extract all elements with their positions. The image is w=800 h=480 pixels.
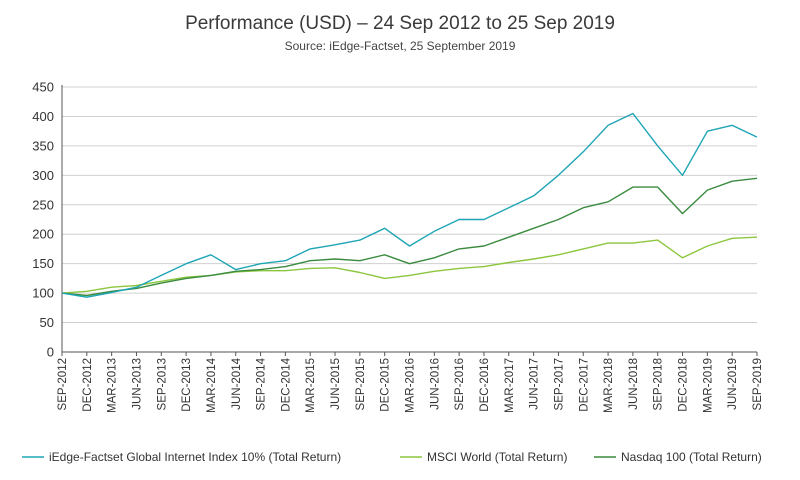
y-tick-label: 100	[32, 286, 54, 301]
x-tick-label: JUN-2014	[231, 357, 243, 409]
legend: iEdge-Factset Global Internet Index 10% …	[22, 450, 762, 464]
x-tick-label: DEC-2018	[678, 358, 690, 412]
x-tick-label: MAR-2019	[702, 358, 714, 413]
x-tick-label: DEC-2013	[181, 358, 193, 412]
x-tick-label: SEP-2016	[454, 358, 466, 410]
series-line-2	[61, 177, 758, 297]
x-tick-label: JUN-2019	[727, 358, 739, 410]
x-tick-label: MAR-2017	[504, 358, 516, 413]
y-tick-label: 350	[32, 138, 54, 153]
x-tick-label: MAR-2016	[405, 358, 417, 413]
axes	[61, 85, 758, 356]
x-tick-label: JUN-2018	[628, 358, 640, 410]
y-tick-label: 200	[32, 227, 54, 242]
x-tick-label: MAR-2013	[107, 358, 119, 413]
y-tick-label: 50	[40, 315, 54, 330]
series-line-0	[61, 112, 758, 298]
chart-title: Performance (USD) – 24 Sep 2012 to 25 Se…	[185, 13, 615, 34]
x-tick-label: SEP-2015	[355, 358, 367, 410]
x-tick-label: JUN-2017	[529, 358, 541, 410]
x-tick-label: JUN-2013	[131, 358, 143, 410]
x-tick-label: DEC-2014	[280, 357, 292, 411]
x-tick-label: SEP-2018	[653, 358, 665, 410]
x-tick-label: SEP-2013	[156, 358, 168, 410]
x-tick-label: DEC-2012	[82, 358, 94, 412]
x-tick-label: JUN-2016	[429, 358, 441, 410]
tick-labels: 0 50 100 150 200 250 300 350 400 450 SEP-2012 DEC-2…	[32, 80, 764, 413]
x-tick-label: SEP-2014	[256, 357, 268, 410]
legend-label-0: iEdge-Factset Global Internet Index 10% …	[49, 450, 341, 464]
x-tick-label: MAR-2015	[305, 358, 317, 413]
gridlines	[62, 86, 757, 324]
x-tick-label: MAR-2014	[206, 357, 218, 413]
x-tick-label: DEC-2016	[479, 358, 491, 412]
x-tick-label: MAR-2018	[603, 358, 615, 413]
series-line-1	[61, 236, 758, 294]
legend-label-1: MSCI World (Total Return)	[427, 450, 567, 464]
series-lines	[61, 112, 758, 298]
y-tick-label: 400	[32, 109, 54, 124]
x-tick-label: SEP-2019	[752, 358, 764, 410]
y-tick-label: 150	[32, 256, 54, 271]
y-tick-label: 300	[32, 168, 54, 183]
x-tick-label: JUN-2015	[330, 358, 342, 410]
x-tick-label: SEP-2012	[57, 358, 69, 410]
y-tick-label: 0	[47, 345, 54, 360]
legend-label-2: Nasdaq 100 (Total Return)	[621, 450, 762, 464]
y-tick-label: 250	[32, 197, 54, 212]
x-tick-label: DEC-2017	[578, 358, 590, 412]
x-tick-label: SEP-2017	[553, 358, 565, 410]
chart-subtitle: Source: iEdge-Factset, 25 September 2019	[284, 39, 516, 53]
x-tick-label: DEC-2015	[380, 358, 392, 412]
y-tick-label: 450	[32, 80, 54, 95]
